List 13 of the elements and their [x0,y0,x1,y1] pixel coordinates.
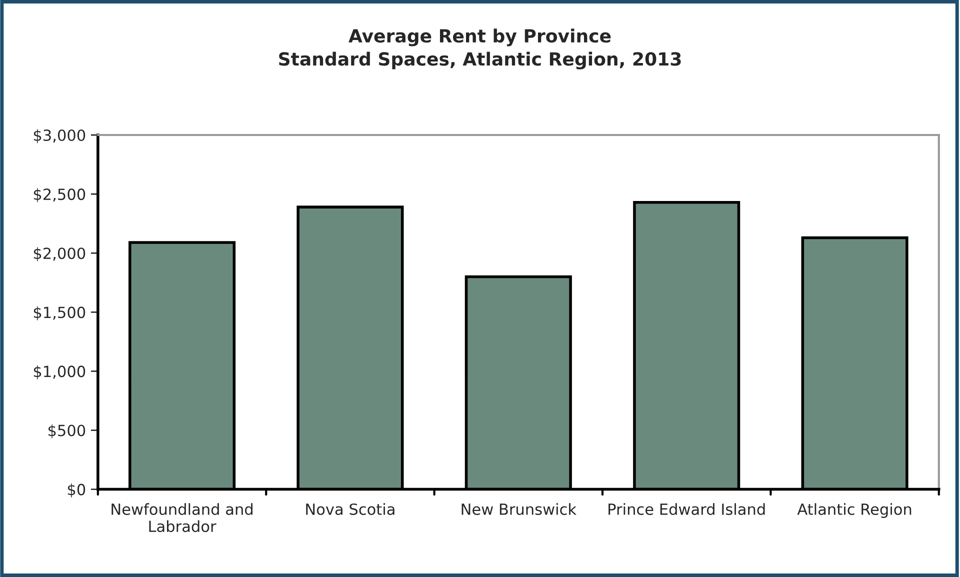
x-tick-label: Newfoundland and Labrador [112,503,252,532]
y-tick-label: $2,000 [34,247,86,262]
chart-title: Average Rent by Province Standard Spaces, Atlantic Region, 2013 [279,28,681,70]
x-tick-label: Atlantic Region [797,503,912,518]
y-tick-label: $2,500 [34,188,86,202]
y-tick-label: $0 [68,483,86,498]
y-tick-label: $1,000 [34,365,86,380]
y-tick-label: $500 [48,424,86,438]
y-tick-label: $3,000 [34,129,86,144]
y-tick-label: $1,500 [34,306,86,320]
x-tick-label: Prince Edward Island [608,503,765,516]
x-tick-label: New Brunswick [462,503,576,516]
x-tick-label: Nova Scotia [306,503,394,516]
